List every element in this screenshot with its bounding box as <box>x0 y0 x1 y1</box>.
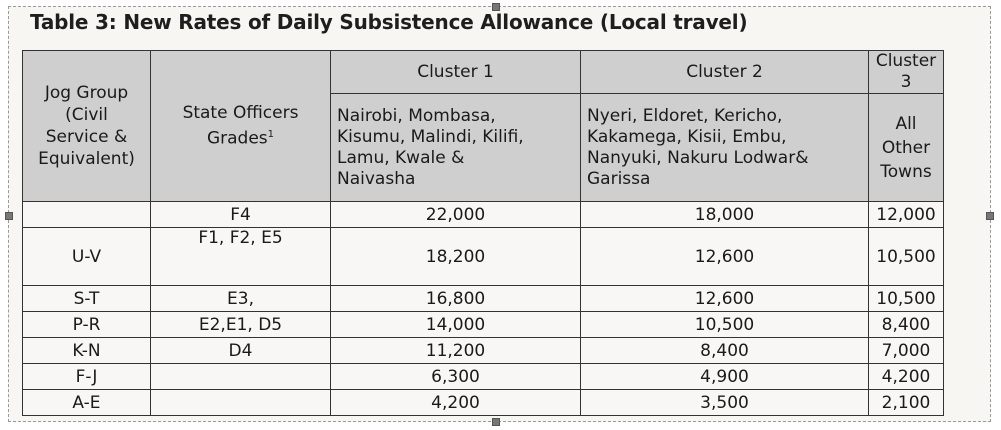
table-row: S-T E3, 16,800 12,600 10,500 <box>22 285 944 312</box>
jog-cell: U-V <box>22 227 151 286</box>
cluster1-cell: 18,200 <box>330 227 581 286</box>
cluster3-cell: 7,000 <box>868 337 944 364</box>
grade-cell <box>150 363 331 390</box>
cluster1-towns: Nairobi, Mombasa, Kisumu, Malindi, Kilif… <box>330 93 581 202</box>
cluster3-cell: 12,000 <box>868 201 944 228</box>
cluster2-cell: 3,500 <box>580 389 869 416</box>
cluster1-cell: 6,300 <box>330 363 581 390</box>
cluster2-cell: 8,400 <box>580 337 869 364</box>
cluster3-towns: All Other Towns <box>868 93 944 202</box>
cluster1-cell: 16,800 <box>330 285 581 312</box>
jog-cell <box>22 201 151 228</box>
jog-cell: K-N <box>22 337 151 364</box>
jog-cell: F-J <box>22 363 151 390</box>
table-row: F4 22,000 18,000 12,000 <box>22 201 944 228</box>
table-title: Table 3: New Rates of Daily Subsistence … <box>30 10 748 34</box>
table-row: K-N D4 11,200 8,400 7,000 <box>22 337 944 364</box>
cluster3-cell: 2,100 <box>868 389 944 416</box>
grade-cell <box>150 389 331 416</box>
table-row: A-E 4,200 3,500 2,100 <box>22 389 944 416</box>
table-row: U-V F1, F2, E5 18,200 12,600 10,500 <box>22 227 944 286</box>
cluster1-cell: 11,200 <box>330 337 581 364</box>
table-row: F-J 6,300 4,900 4,200 <box>22 363 944 390</box>
resize-handle-right[interactable] <box>986 212 994 220</box>
jog-cell: A-E <box>22 389 151 416</box>
jog-cell: S-T <box>22 285 151 312</box>
cluster2-cell: 12,600 <box>580 285 869 312</box>
cluster2-towns: Nyeri, Eldoret, Kericho, Kakamega, Kisii… <box>580 93 869 202</box>
cluster2-cell: 12,600 <box>580 227 869 286</box>
cluster1-header: Cluster 1 <box>330 50 581 94</box>
cluster2-cell: 4,900 <box>580 363 869 390</box>
jog-cell: P-R <box>22 311 151 338</box>
cluster3-cell: 8,400 <box>868 311 944 338</box>
resize-handle-top[interactable] <box>492 3 500 11</box>
grade-cell: E2,E1, D5 <box>150 311 331 338</box>
cluster1-cell: 4,200 <box>330 389 581 416</box>
cluster2-cell: 10,500 <box>580 311 869 338</box>
grade-cell: E3, <box>150 285 331 312</box>
cluster1-cell: 22,000 <box>330 201 581 228</box>
grade-cell: D4 <box>150 337 331 364</box>
jog-group-header: Jog Group (Civil Service & Equivalent) <box>22 50 151 202</box>
cluster3-cell: 10,500 <box>868 285 944 312</box>
table-row: P-R E2,E1, D5 14,000 10,500 8,400 <box>22 311 944 338</box>
cluster2-header: Cluster 2 <box>580 50 869 94</box>
grade-cell: F4 <box>150 201 331 228</box>
state-officers-header: State Officers Grades1 <box>150 50 331 202</box>
cluster3-header: Cluster 3 <box>868 50 944 94</box>
resize-handle-bottom[interactable] <box>492 418 500 426</box>
cluster2-cell: 18,000 <box>580 201 869 228</box>
allowance-table: Jog Group (Civil Service & Equivalent) S… <box>22 50 944 416</box>
grade-cell: F1, F2, E5 <box>150 227 331 286</box>
cluster1-cell: 14,000 <box>330 311 581 338</box>
resize-handle-left[interactable] <box>5 212 13 220</box>
cluster3-cell: 10,500 <box>868 227 944 286</box>
cluster3-cell: 4,200 <box>868 363 944 390</box>
